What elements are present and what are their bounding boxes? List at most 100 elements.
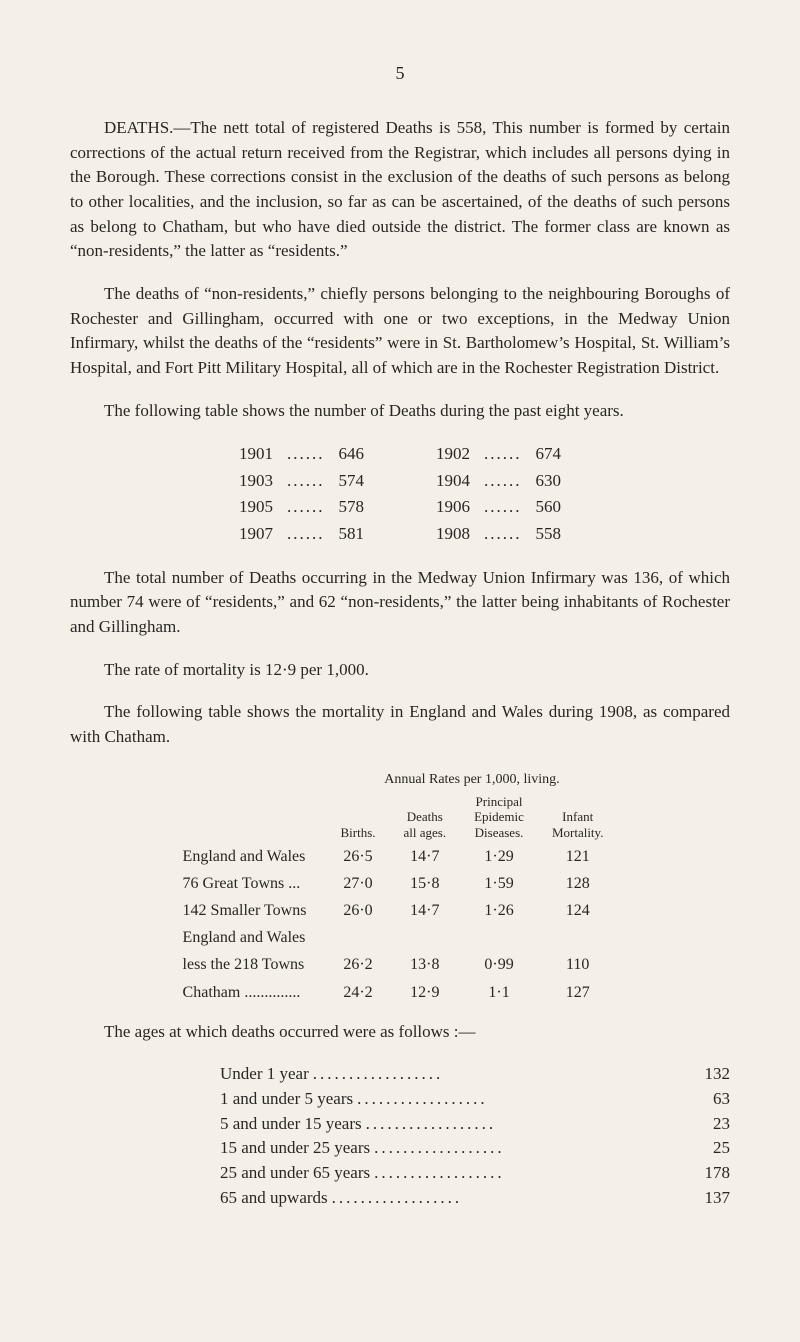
- leader-dots: ......: [478, 468, 528, 495]
- cell-principal: 0·99: [460, 951, 538, 978]
- age-range-label: 65 and upwards: [220, 1186, 328, 1211]
- cell-births: 24·2: [326, 979, 389, 1006]
- cell-deaths: [390, 924, 461, 951]
- year-cell: 1903: [231, 468, 281, 495]
- deaths-by-year-table: 1901 ...... 646 1902 ...... 674 1903 ...…: [231, 441, 569, 548]
- cell-deaths: 15·8: [390, 870, 461, 897]
- paragraph-deaths-intro: DEATHS.—The nett total of registered Dea…: [70, 116, 730, 264]
- leader-dots: ..................: [309, 1062, 685, 1087]
- page-number: 5: [70, 60, 730, 86]
- leader-dots: ......: [478, 521, 528, 548]
- cell-principal: 1·29: [460, 843, 538, 870]
- leader-dots: ......: [281, 521, 331, 548]
- age-range-value: 63: [685, 1087, 730, 1112]
- cell-infant: 124: [538, 897, 618, 924]
- paragraph-infirmary: The total number of Deaths occurring in …: [70, 566, 730, 640]
- value-cell: 674: [528, 441, 570, 468]
- year-cell: 1906: [428, 494, 478, 521]
- age-range-value: 132: [685, 1062, 730, 1087]
- row-label: 142 Smaller Towns: [183, 897, 327, 924]
- table-header-row: Births. Deaths all ages. Principal Epide…: [183, 792, 618, 843]
- year-cell: 1905: [231, 494, 281, 521]
- value-cell: 630: [528, 468, 570, 495]
- table-caption: Annual Rates per 1,000, living.: [326, 768, 617, 792]
- row-label: England and Wales: [183, 924, 327, 951]
- leader-dots: ......: [478, 494, 528, 521]
- cell-deaths: 13·8: [390, 951, 461, 978]
- table-row: England and Wales 26·5 14·7 1·29 121: [183, 843, 618, 870]
- leader-dots: ..................: [353, 1087, 685, 1112]
- list-item: 5 and under 15 years .................. …: [220, 1112, 730, 1137]
- leader-dots: ..................: [362, 1112, 685, 1137]
- age-range-label: 25 and under 65 years: [220, 1161, 370, 1186]
- row-label: less the 218 Towns: [183, 951, 327, 978]
- cell-principal: 1·1: [460, 979, 538, 1006]
- cell-infant: 121: [538, 843, 618, 870]
- ages-list: Under 1 year .................. 132 1 an…: [220, 1062, 730, 1210]
- leader-dots: ......: [478, 441, 528, 468]
- age-range-value: 25: [685, 1136, 730, 1161]
- spacer-cell: [372, 494, 428, 521]
- cell-infant: [538, 924, 618, 951]
- leader-dots: ..................: [328, 1186, 685, 1211]
- spacer-cell: [372, 521, 428, 548]
- value-cell: 581: [331, 521, 373, 548]
- cell-infant: 110: [538, 951, 618, 978]
- value-cell: 558: [528, 521, 570, 548]
- column-header-births: Births.: [326, 792, 389, 843]
- list-item: 1 and under 5 years .................. 6…: [220, 1087, 730, 1112]
- list-item: 65 and upwards .................. 137: [220, 1186, 730, 1211]
- leader-dots: ......: [281, 494, 331, 521]
- value-cell: 560: [528, 494, 570, 521]
- list-item: 15 and under 25 years ..................…: [220, 1136, 730, 1161]
- value-cell: 646: [331, 441, 373, 468]
- spacer-cell: [372, 441, 428, 468]
- table-row: 1903 ...... 574 1904 ...... 630: [231, 468, 569, 495]
- paragraph-table-intro: The following table shows the number of …: [70, 399, 730, 424]
- value-cell: 574: [331, 468, 373, 495]
- cell-births: 26·0: [326, 897, 389, 924]
- cell-births: 27·0: [326, 870, 389, 897]
- age-range-label: 1 and under 5 years: [220, 1087, 353, 1112]
- cell-deaths: 14·7: [390, 843, 461, 870]
- leader-dots: ......: [281, 441, 331, 468]
- table-row: 142 Smaller Towns 26·0 14·7 1·26 124: [183, 897, 618, 924]
- cell-deaths: 14·7: [390, 897, 461, 924]
- table-row: 1907 ...... 581 1908 ...... 558: [231, 521, 569, 548]
- table-row: 1901 ...... 646 1902 ...... 674: [231, 441, 569, 468]
- age-range-value: 178: [685, 1161, 730, 1186]
- paragraph-mortality-rate: The rate of mortality is 12·9 per 1,000.: [70, 658, 730, 683]
- spacer-cell: [372, 468, 428, 495]
- table-row: Chatham .............. 24·2 12·9 1·1 127: [183, 979, 618, 1006]
- column-header-principal: Principal Epidemic Diseases.: [460, 792, 538, 843]
- annual-rates-table: Annual Rates per 1,000, living. Births. …: [183, 768, 618, 1006]
- leader-dots: ..................: [370, 1161, 685, 1186]
- cell-births: [326, 924, 389, 951]
- paragraph-nonresidents: The deaths of “non-residents,” chiefly p…: [70, 282, 730, 381]
- cell-deaths: 12·9: [390, 979, 461, 1006]
- row-label: 76 Great Towns ...: [183, 870, 327, 897]
- leader-dots: ..................: [370, 1136, 685, 1161]
- cell-principal: 1·59: [460, 870, 538, 897]
- document-page: 5 DEATHS.—The nett total of registered D…: [0, 0, 800, 1342]
- table-row: less the 218 Towns 26·2 13·8 0·99 110: [183, 951, 618, 978]
- cell-infant: 127: [538, 979, 618, 1006]
- age-range-value: 137: [685, 1186, 730, 1211]
- table-row: 76 Great Towns ... 27·0 15·8 1·59 128: [183, 870, 618, 897]
- table-row: 1905 ...... 578 1906 ...... 560: [231, 494, 569, 521]
- year-cell: 1907: [231, 521, 281, 548]
- year-cell: 1908: [428, 521, 478, 548]
- cell-infant: 128: [538, 870, 618, 897]
- row-label: England and Wales: [183, 843, 327, 870]
- column-header-deaths: Deaths all ages.: [390, 792, 461, 843]
- age-range-label: Under 1 year: [220, 1062, 309, 1087]
- table-caption-row: Annual Rates per 1,000, living.: [183, 768, 618, 792]
- age-range-value: 23: [685, 1112, 730, 1137]
- year-cell: 1901: [231, 441, 281, 468]
- year-cell: 1904: [428, 468, 478, 495]
- cell-principal: [460, 924, 538, 951]
- cell-births: 26·2: [326, 951, 389, 978]
- cell-principal: 1·26: [460, 897, 538, 924]
- row-label: Chatham ..............: [183, 979, 327, 1006]
- list-item: 25 and under 65 years ..................…: [220, 1161, 730, 1186]
